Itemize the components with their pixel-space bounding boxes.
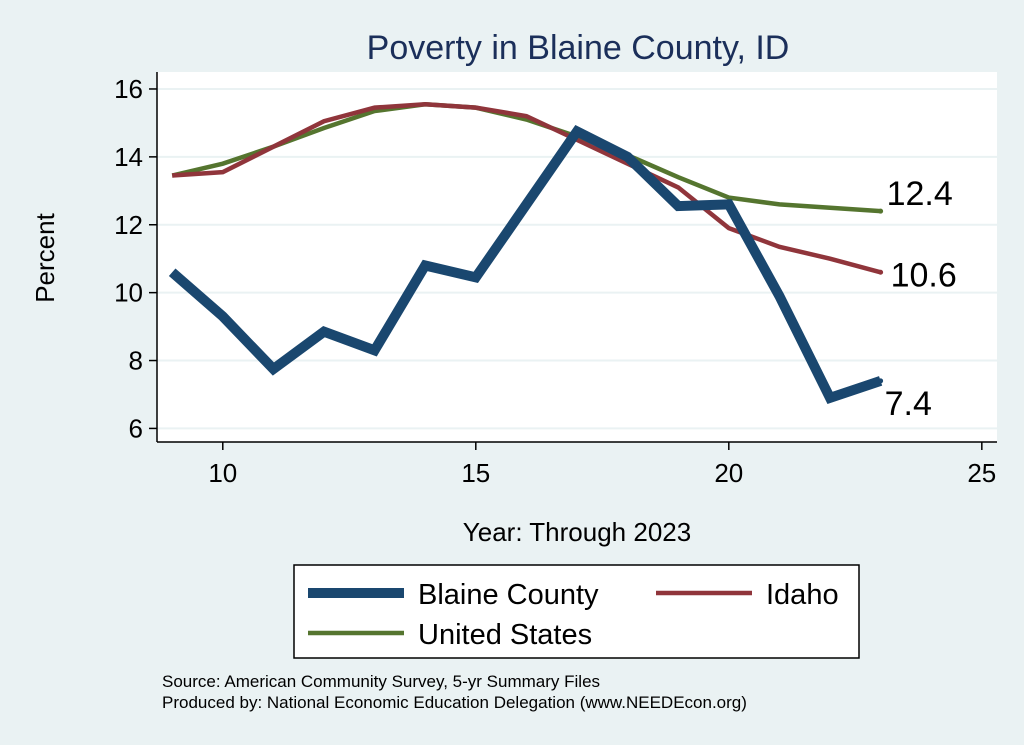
- end-value-label: 7.4: [885, 385, 932, 423]
- y-axis-title: Percent: [30, 212, 60, 302]
- y-tick-label: 8: [129, 346, 143, 376]
- end-value-label: 12.4: [887, 175, 953, 213]
- x-tick-label: 10: [208, 458, 237, 488]
- y-tick-label: 12: [114, 210, 143, 240]
- series-end-point: [878, 208, 884, 214]
- x-axis-title: Year: Through 2023: [463, 517, 691, 547]
- legend-label: United States: [418, 619, 592, 651]
- series-lines: [168, 101, 883, 404]
- legend-box: [293, 564, 860, 659]
- legend: Blaine County Idaho United States: [293, 564, 860, 659]
- axes: 6 8 10 12 14 16 10 15 20 25: [114, 72, 997, 488]
- x-tick-label: 20: [714, 458, 743, 488]
- legend-label: Blaine County: [418, 579, 599, 611]
- x-tick-label: 15: [461, 458, 490, 488]
- y-tick-label: 14: [114, 142, 143, 172]
- series-line-blaine-county: [168, 124, 883, 404]
- source-note: Source: American Community Survey, 5-yr …: [162, 672, 600, 691]
- series-line-idaho: [172, 101, 882, 275]
- series-end-point: [878, 269, 884, 275]
- chart-title: Poverty in Blaine County, ID: [367, 29, 790, 67]
- producer-note: Produced by: National Economic Education…: [162, 693, 747, 712]
- legend-label: Idaho: [766, 579, 839, 611]
- series-end-point: [878, 378, 884, 384]
- end-value-label: 10.6: [891, 256, 957, 294]
- end-labels: 7.4 10.6 12.4: [878, 175, 957, 423]
- y-tick-label: 6: [129, 413, 143, 443]
- y-tick-label: 16: [114, 74, 143, 104]
- y-tick-label: 10: [114, 278, 143, 308]
- gridlines: [157, 87, 997, 430]
- x-tick-label: 25: [967, 458, 996, 488]
